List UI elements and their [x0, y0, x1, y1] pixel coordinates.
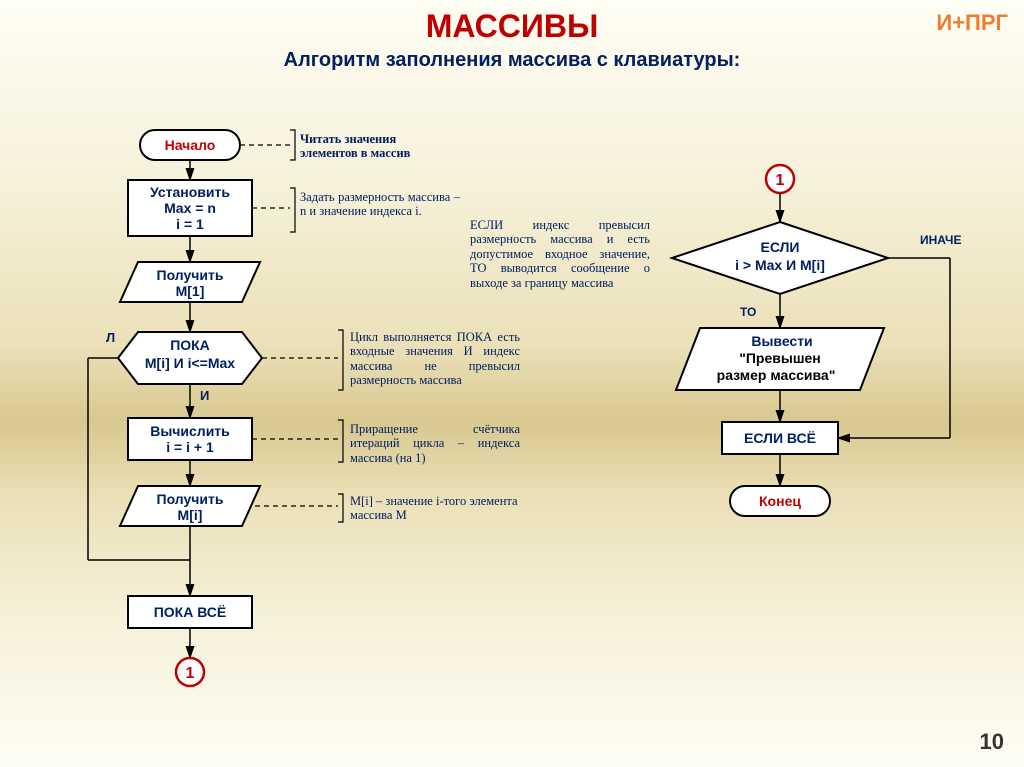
svg-text:M[i]: M[i]	[178, 507, 203, 523]
svg-text:Начало: Начало	[165, 137, 216, 153]
svg-text:"Превышен: "Превышен	[739, 350, 821, 366]
annotation-2: Задать размерность массива – n и значени…	[300, 190, 460, 219]
svg-text:1: 1	[186, 665, 195, 682]
svg-text:Л: Л	[106, 330, 115, 345]
svg-text:i = i + 1: i = i + 1	[166, 439, 214, 455]
svg-text:M[1]: M[1]	[176, 283, 205, 299]
svg-text:Получить: Получить	[157, 267, 224, 283]
svg-text:ПОКА ВСЁ: ПОКА ВСЁ	[154, 604, 227, 620]
svg-text:ИНАЧЕ: ИНАЧЕ	[920, 233, 961, 247]
svg-text:M[i] И i<=Max: M[i] И i<=Max	[145, 355, 235, 371]
svg-text:1: 1	[776, 172, 785, 189]
annotation-1: Читать значения элементов в массив	[300, 132, 440, 161]
svg-text:i = 1: i = 1	[176, 216, 204, 232]
svg-text:Конец: Конец	[759, 493, 801, 509]
annotation-3: ЕСЛИ индекс превысил размерность массива…	[470, 218, 650, 290]
svg-text:размер массива": размер массива"	[717, 367, 836, 383]
svg-text:ТО: ТО	[740, 305, 756, 319]
svg-text:Вывести: Вывести	[751, 333, 812, 349]
svg-text:ЕСЛИ: ЕСЛИ	[761, 239, 800, 255]
svg-text:Получить: Получить	[157, 491, 224, 507]
svg-text:И: И	[200, 388, 209, 403]
svg-text:ПОКА: ПОКА	[170, 337, 210, 353]
svg-text:ЕСЛИ ВСЁ: ЕСЛИ ВСЁ	[744, 430, 816, 446]
svg-text:Max = n: Max = n	[164, 200, 216, 216]
svg-text:Установить: Установить	[150, 184, 230, 200]
svg-text:i > Max И M[i]: i > Max И M[i]	[735, 257, 825, 273]
annotation-6: M[i] – значение i-того элемента массива …	[350, 494, 520, 523]
annotation-5: Приращение счётчика итераций цикла – инд…	[350, 422, 520, 465]
annotation-4: Цикл выполняется ПОКА есть входные значе…	[350, 330, 520, 388]
svg-text:Вычислить: Вычислить	[150, 423, 230, 439]
